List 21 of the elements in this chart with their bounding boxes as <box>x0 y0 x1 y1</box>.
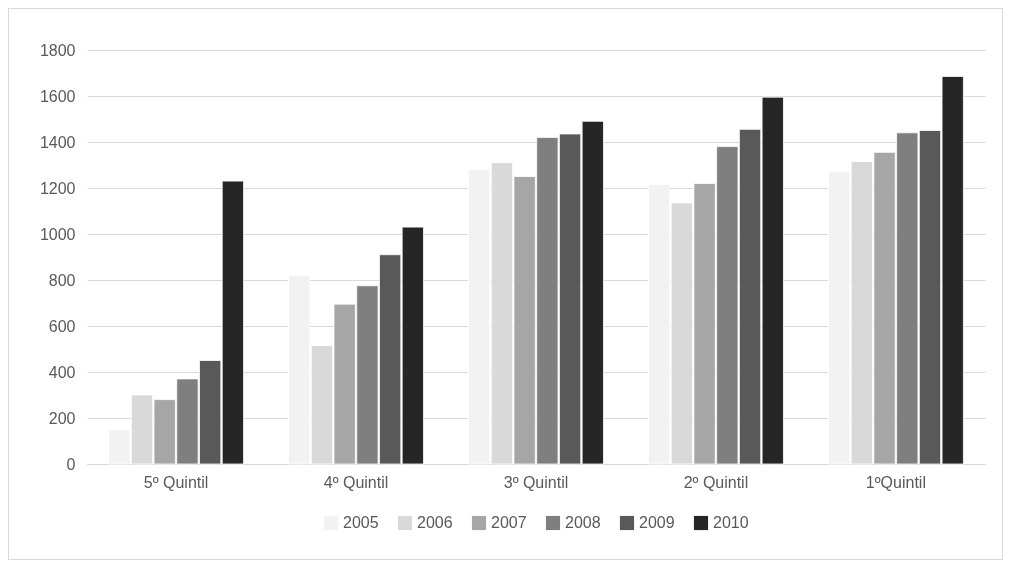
y-tick-label: 800 <box>48 271 76 289</box>
legend-label: 2009 <box>639 514 675 531</box>
legend-label: 2005 <box>343 514 379 531</box>
legend-label: 2006 <box>417 514 453 531</box>
y-tick-label: 1000 <box>39 225 76 243</box>
legend-label: 2007 <box>491 514 527 531</box>
x-tick-label: 2º Quintil <box>683 473 749 491</box>
x-tick-label: 5º Quintil <box>143 473 209 491</box>
legend-label: 2008 <box>565 514 601 531</box>
x-tick-label: 1ºQuintil <box>865 473 926 491</box>
y-tick-label: 1400 <box>39 133 76 151</box>
y-tick-label: 1600 <box>39 87 76 105</box>
y-tick-label: 1800 <box>39 41 76 59</box>
y-tick-label: 400 <box>48 363 76 381</box>
legend-label: 2010 <box>713 514 749 531</box>
y-tick-label: 600 <box>48 317 76 335</box>
y-tick-label: 1200 <box>39 179 76 197</box>
y-tick-label: 200 <box>48 409 76 427</box>
y-tick-label: 0 <box>66 455 76 473</box>
x-tick-label: 3º Quintil <box>503 473 569 491</box>
x-tick-label: 4º Quintil <box>323 473 389 491</box>
